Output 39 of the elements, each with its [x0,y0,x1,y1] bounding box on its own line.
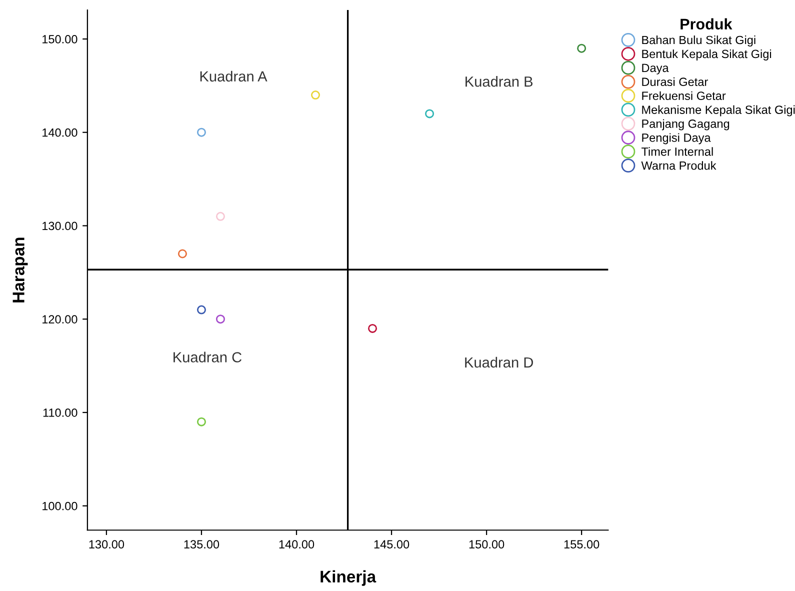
point [216,314,225,324]
y-tick-label: 140.00 [42,128,78,137]
legend-label: Panjang Gagang [642,119,730,130]
y-axis-title: Harapan [12,238,28,302]
y-tick-label: 110.00 [43,408,78,417]
legend-label: Pengisi Daya [642,133,711,144]
point [196,128,206,137]
x-tick-label: 155.00 [564,540,600,549]
point [425,109,434,118]
y-tick-label: 150.00 [42,35,78,44]
x-tick-label: 140.00 [279,540,314,549]
x-tick-label: 145.00 [374,540,410,549]
point [368,324,378,333]
x-tick-label: 130.00 [89,540,124,549]
y-tick-label: 100.00 [42,502,78,510]
annotation: Kuadran B [466,76,533,87]
annotation: Kuadran C [174,352,242,362]
legend-label: Daya [642,64,669,74]
legend-label: Warna Produk [641,161,716,170]
legend-label: Bentuk Kepala Sikat Gigi [642,49,772,60]
legend-label: Mekanisme Kepala Sikat Gigi [642,105,795,116]
point [577,44,586,53]
x-axis-title: Kinerja [320,570,376,586]
legend-title: Produk [680,18,732,30]
point [216,212,225,221]
annotation: Kuadran A [200,70,268,82]
x-tick-label: 150.00 [469,540,504,549]
legend-label: Bahan Bulu Sikat Gigi [642,36,756,47]
annotation: Kuadran D [465,356,533,368]
point [196,305,206,314]
legend-label: Durasi Getar [642,77,708,86]
point [196,417,206,426]
point [311,90,320,100]
y-tick-label: 120.00 [42,315,78,324]
x-tick-label: 135.00 [184,540,220,549]
point [178,249,187,258]
legend-label: Frekuensi Getar [642,91,726,100]
legend-label: Timer Internal [641,147,713,156]
y-tick-label: 130.00 [42,222,78,230]
